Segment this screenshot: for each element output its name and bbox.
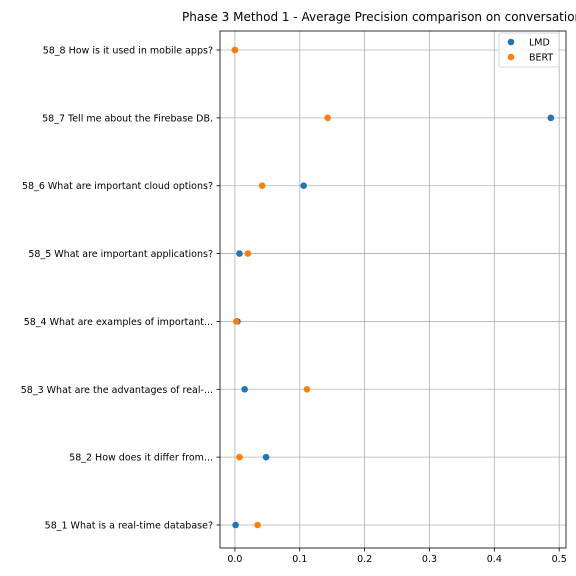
legend-label-bert: BERT <box>529 53 553 64</box>
y-tick-label: 58_7 Tell me about the Firebase DB. <box>42 113 213 124</box>
point-lmd-5 <box>236 250 243 257</box>
x-tick-label: 0.0 <box>227 554 242 565</box>
point-lmd-3 <box>241 385 248 393</box>
y-tick-label: 58_3 What are the advantages of real-... <box>21 385 213 396</box>
x-axis: 0.0 0.1 0.2 0.3 0.4 0.5 <box>227 548 567 565</box>
y-tick-label: 58_2 How does it differ from... <box>69 453 213 464</box>
point-bert-6 <box>258 182 266 190</box>
y-axis: 58_1 What is a real-time database? 58_2 H… <box>21 46 220 532</box>
plot-frame <box>219 30 567 549</box>
x-tick-label: 0.2 <box>357 554 372 565</box>
grid <box>220 31 566 548</box>
x-tick-label: 0.5 <box>552 554 567 565</box>
y-tick-label: 58_4 What are examples of important... <box>24 317 213 328</box>
point-lmd-6 <box>300 182 307 190</box>
y-tick-label: 58_8 How is it used in mobile apps? <box>43 46 213 57</box>
y-tick-label: 58_6 What are important cloud options? <box>22 181 213 192</box>
point-bert-8 <box>231 46 239 54</box>
point-bert-2 <box>236 453 243 461</box>
point-lmd-7 <box>547 114 555 122</box>
point-bert-4 <box>232 318 240 325</box>
legend-marker-bert <box>507 53 515 61</box>
point-bert-3 <box>303 385 311 393</box>
legend-label-lmd: LMD <box>529 38 550 49</box>
legend: LMD BERT <box>498 32 560 68</box>
point-bert-5 <box>244 250 252 257</box>
y-tick-label: 58_1 What is a real-time database? <box>45 521 213 532</box>
x-tick-label: 0.3 <box>422 554 437 565</box>
point-bert-7 <box>324 114 331 122</box>
chart-title: Phase 3 Method 1 - Average Precision com… <box>182 10 576 24</box>
point-lmd-1 <box>232 521 239 529</box>
point-bert-1 <box>254 521 261 529</box>
point-lmd-2 <box>262 453 270 461</box>
x-tick-label: 0.1 <box>292 554 307 565</box>
x-tick-label: 0.4 <box>487 554 502 565</box>
data-points <box>231 46 555 529</box>
legend-marker-lmd <box>507 38 515 46</box>
y-tick-label: 58_5 What are important applications? <box>28 249 213 260</box>
